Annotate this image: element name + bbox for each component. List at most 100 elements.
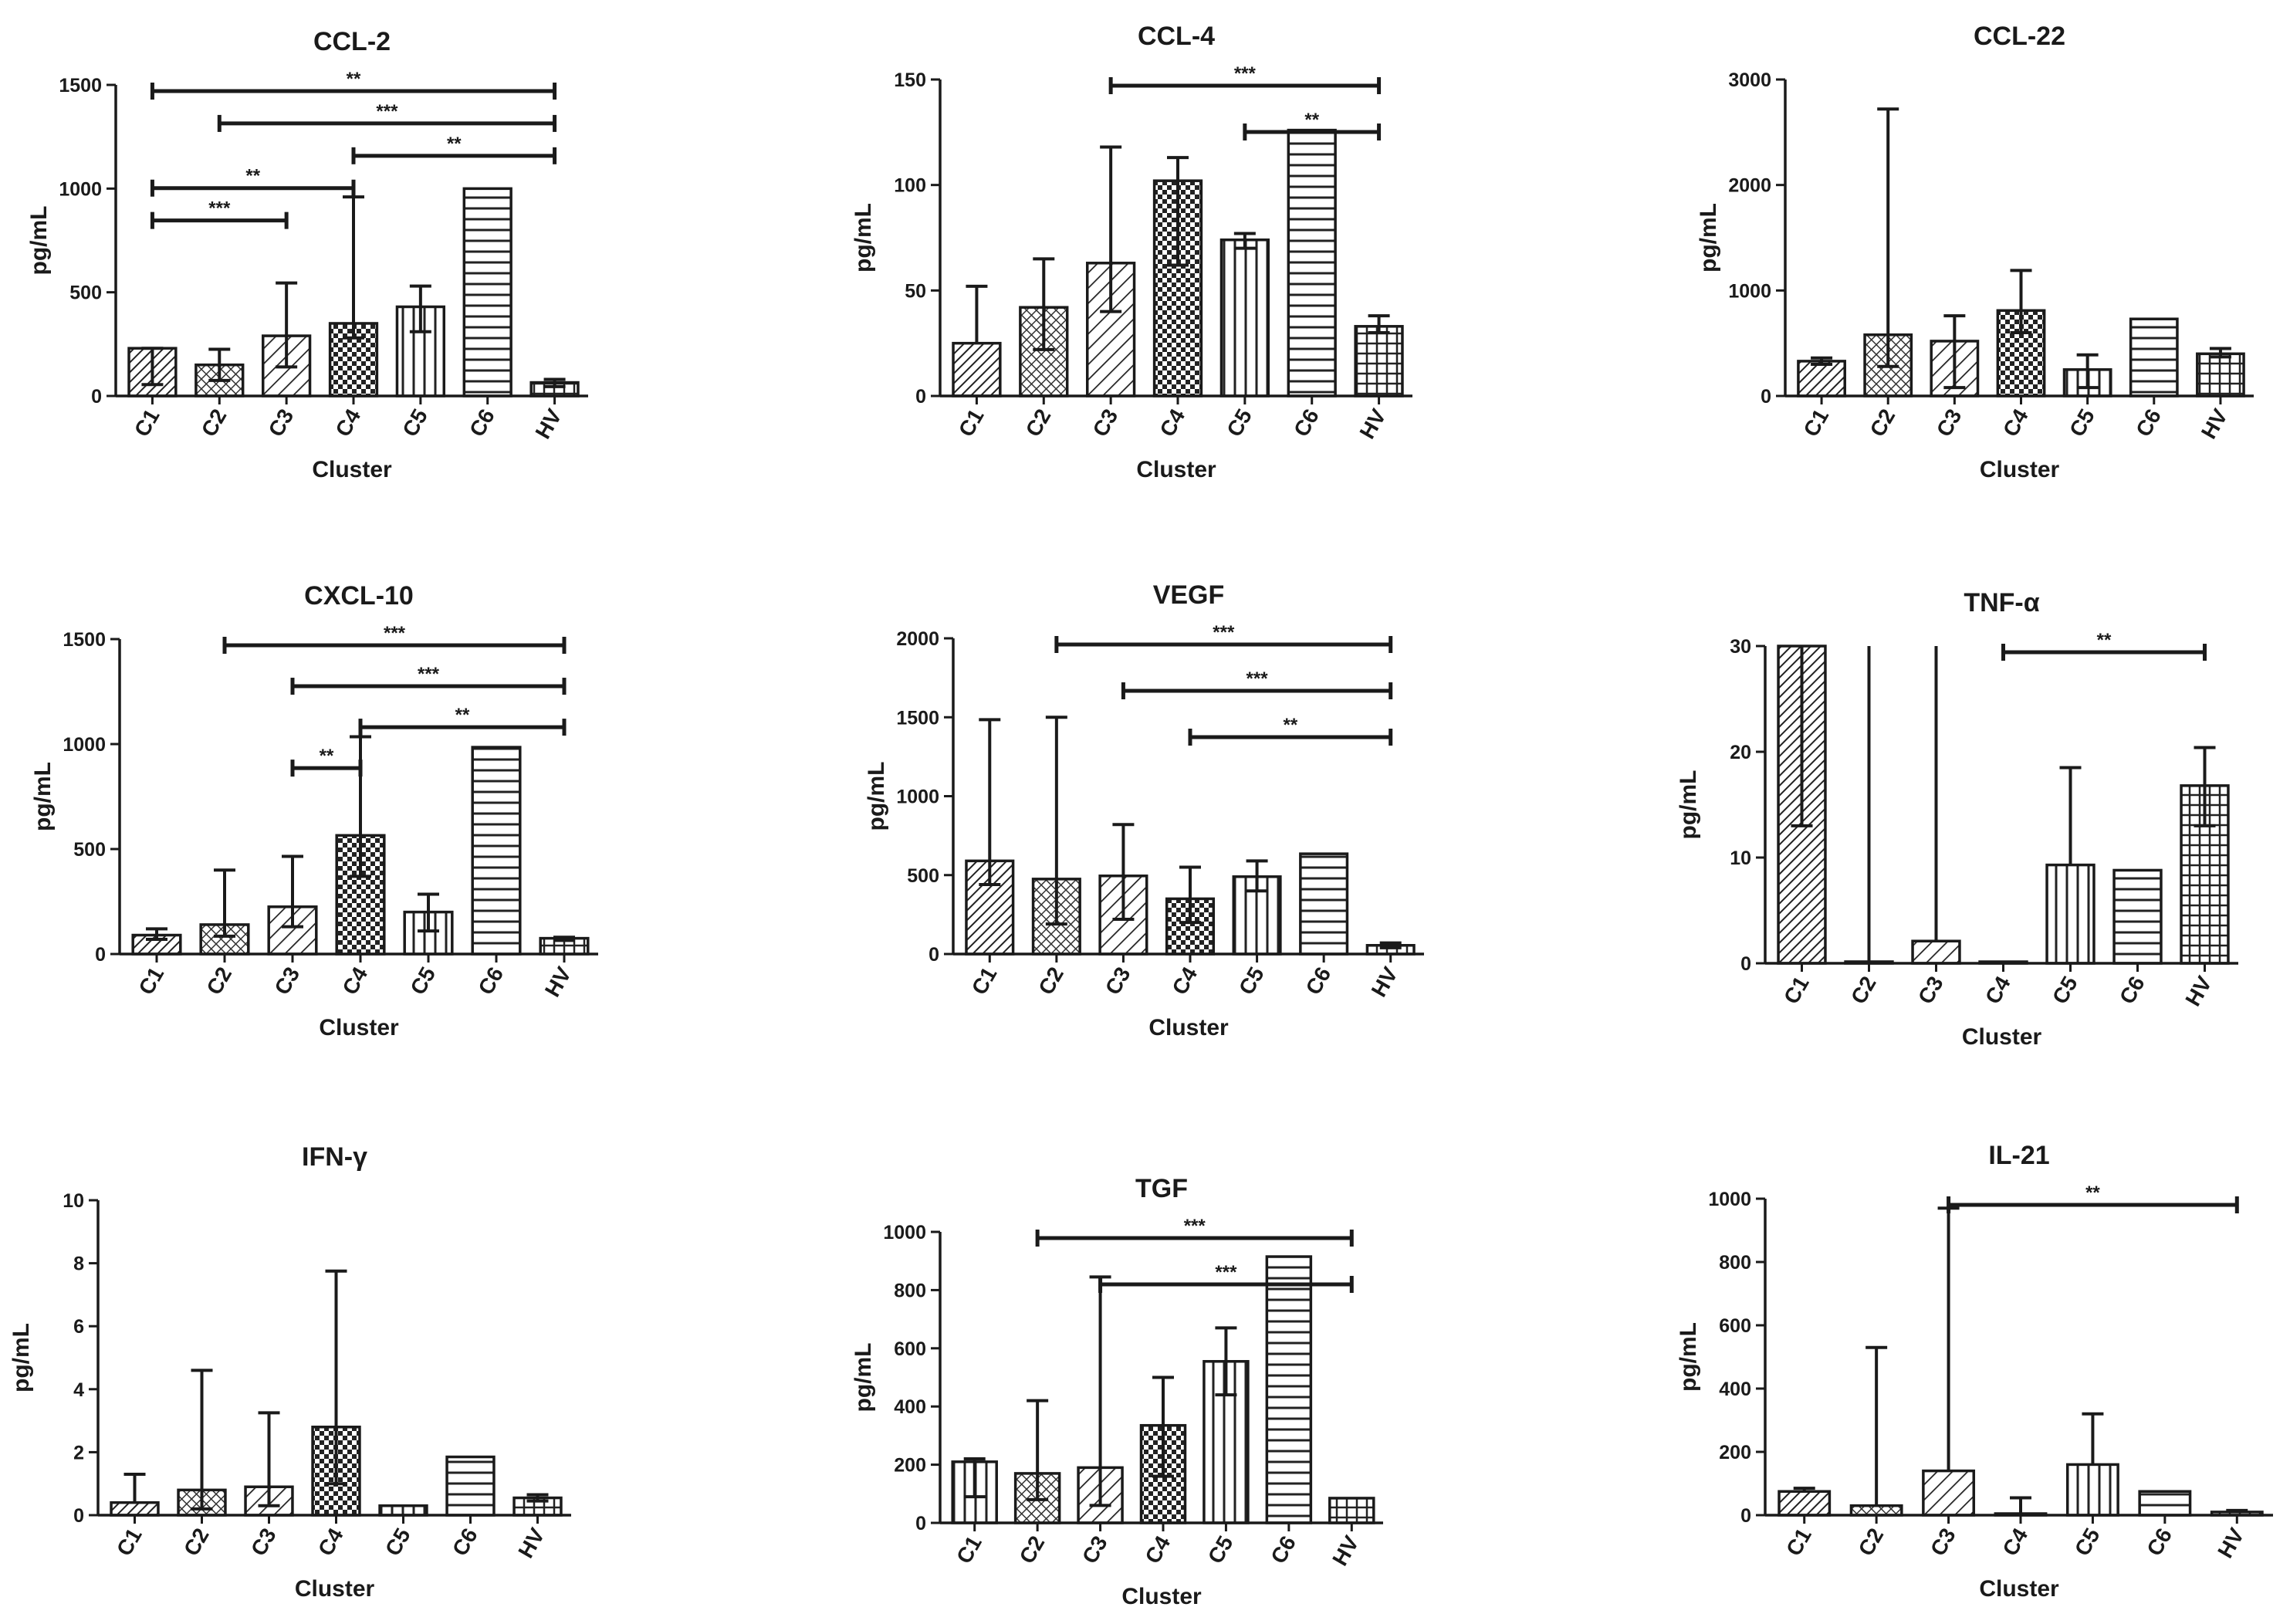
chart-title: TGF xyxy=(1135,1174,1188,1203)
bar-c6 xyxy=(471,746,522,956)
y-axis-label: pg/mL xyxy=(1676,1322,1701,1392)
y-tick-label: 4 xyxy=(73,1379,84,1401)
y-tick-label: 400 xyxy=(1719,1379,1751,1400)
x-tick-label-c1: C1 xyxy=(1779,973,1814,1009)
bar-c6 xyxy=(2112,868,2163,965)
chart-title: IFN-γ xyxy=(302,1142,367,1172)
y-tick-label: 200 xyxy=(1719,1442,1751,1463)
bar-c1 xyxy=(952,341,1002,398)
x-tick-label-c2: C2 xyxy=(1865,405,1900,442)
bar-c1 xyxy=(131,933,182,956)
x-tick-label-c4: C4 xyxy=(330,404,365,441)
x-tick-label-c2: C2 xyxy=(1021,405,1056,442)
chart-panel-vegf: VEGF 0 500 1000 1500 2000 C1 C2 C3 C4 C5 C6 HV Cluste… xyxy=(864,580,1424,1040)
bar-hv xyxy=(1328,1497,1375,1524)
y-tick-label: 1000 xyxy=(1708,1189,1751,1210)
y-tick-label: 500 xyxy=(907,865,939,887)
x-tick-label-c2: C2 xyxy=(179,1524,214,1561)
chart-title: IL-21 xyxy=(1988,1141,2049,1170)
x-tick-label-c3: C3 xyxy=(1077,1532,1112,1568)
x-tick-label-c1: C1 xyxy=(1781,1524,1816,1561)
y-tick-label: 0 xyxy=(1740,953,1751,975)
bar-c1 xyxy=(1778,1490,1832,1517)
y-tick-label: 10 xyxy=(63,1190,84,1212)
x-tick-label-c1: C1 xyxy=(112,1524,147,1561)
y-tick-label: 100 xyxy=(894,175,926,197)
significance-label: *** xyxy=(418,664,440,685)
x-axis-label: Cluster xyxy=(1962,1024,2042,1050)
x-tick-label-c6: C6 xyxy=(473,963,508,1000)
y-tick-label: 0 xyxy=(1740,1505,1751,1527)
x-tick-label-c5: C5 xyxy=(1222,405,1257,442)
y-tick-label: 200 xyxy=(894,1455,926,1477)
y-tick-label: 150 xyxy=(894,69,926,91)
x-tick-label-c5: C5 xyxy=(405,963,440,1000)
x-tick-label-c5: C5 xyxy=(2065,405,2099,442)
y-tick-label: 0 xyxy=(915,386,926,408)
y-tick-label: 1000 xyxy=(63,734,106,756)
y-tick-label: 500 xyxy=(73,839,106,861)
y-axis-label: pg/mL xyxy=(26,206,52,276)
chart-panel-ccl-2: CCL-2 0 500 1000 1500 C1 C2 C3 C4 C5 C6 HV Cluster pg… xyxy=(26,27,588,482)
chart-panel-tnf-: TNF-α 0 10 20 30 C1 C2 C3 C4 C5 C6 HV Cluster pg/mL ** xyxy=(1676,588,2238,1050)
bar-c5 xyxy=(2045,863,2096,965)
y-tick-label: 600 xyxy=(1719,1315,1751,1337)
bar-c1 xyxy=(110,1501,160,1517)
x-tick-label-hv: HV xyxy=(1367,963,1402,1000)
y-axis-label: pg/mL xyxy=(8,1323,34,1392)
chart-title: CCL-2 xyxy=(313,27,391,56)
significance-label: *** xyxy=(376,101,398,122)
x-axis-label: Cluster xyxy=(319,1015,399,1040)
chart-title: CXCL-10 xyxy=(304,581,414,611)
bar-hv xyxy=(1354,325,1404,398)
x-axis-label: Cluster xyxy=(1979,1576,2059,1602)
y-tick-label: 8 xyxy=(73,1254,84,1275)
x-tick-label-c4: C4 xyxy=(1140,1531,1175,1568)
significance-label: ** xyxy=(1304,110,1319,130)
x-tick-label-c3: C3 xyxy=(1101,963,1135,1000)
significance-label: ** xyxy=(2085,1182,2100,1203)
x-tick-label-c2: C2 xyxy=(1854,1524,1889,1561)
x-tick-label-c5: C5 xyxy=(1203,1532,1238,1568)
x-tick-label-c5: C5 xyxy=(1234,963,1269,1000)
bar-c6 xyxy=(1287,128,1337,398)
x-tick-label-c3: C3 xyxy=(264,405,299,442)
chart-panel-ccl-22: CCL-22 0 1000 2000 3000 C1 C2 C3 C4 C5 C6 HV Cluster… xyxy=(1696,22,2254,482)
bar-c3 xyxy=(1922,1469,1976,1517)
x-tick-label-c2: C2 xyxy=(1846,973,1881,1009)
y-axis-label: pg/mL xyxy=(1696,203,1721,272)
x-axis-label: Cluster xyxy=(295,1576,375,1602)
x-tick-label-c1: C1 xyxy=(954,405,989,442)
x-tick-label-hv: HV xyxy=(2180,972,2216,1010)
bar-c6 xyxy=(445,1455,496,1517)
x-tick-label-c4: C4 xyxy=(337,963,372,999)
x-tick-label-c1: C1 xyxy=(952,1532,986,1568)
x-tick-label-c3: C3 xyxy=(1926,1524,1960,1561)
y-axis-label: pg/mL xyxy=(30,762,56,831)
x-tick-label-c3: C3 xyxy=(1913,973,1948,1009)
y-tick-label: 1000 xyxy=(896,787,939,808)
y-tick-label: 0 xyxy=(73,1505,84,1527)
x-tick-label-c6: C6 xyxy=(2115,973,2150,1009)
chart-panel-cxcl-10: CXCL-10 0 500 1000 1500 C1 C2 C3 C4 C5 C6 HV Cluster… xyxy=(30,581,598,1040)
y-tick-label: 50 xyxy=(905,280,926,302)
y-tick-label: 1500 xyxy=(896,707,939,729)
x-tick-label-c2: C2 xyxy=(201,963,236,1000)
x-tick-label-c5: C5 xyxy=(381,1524,415,1561)
bar-c5 xyxy=(2065,1463,2119,1517)
x-tick-label-c4: C4 xyxy=(1997,1524,2032,1560)
x-tick-label-c4: C4 xyxy=(1155,404,1189,441)
significance-label: ** xyxy=(320,746,334,766)
y-tick-label: 1000 xyxy=(1728,280,1771,302)
bar-c2 xyxy=(1849,1504,1903,1517)
y-tick-label: 1000 xyxy=(883,1222,926,1243)
y-tick-label: 500 xyxy=(69,283,102,304)
x-tick-label-hv: HV xyxy=(2213,1524,2248,1561)
y-tick-label: 1500 xyxy=(63,629,106,651)
bar-hv xyxy=(2196,352,2245,398)
chart-panel-il-21: IL-21 0 200 400 600 800 1000 C1 C2 C3 C4 C5 C6 HV Clus… xyxy=(1676,1141,2273,1602)
y-tick-label: 0 xyxy=(91,386,102,408)
x-tick-label-c3: C3 xyxy=(1088,405,1123,442)
bar-c6 xyxy=(2138,1490,2192,1517)
x-tick-label-c6: C6 xyxy=(448,1524,482,1561)
